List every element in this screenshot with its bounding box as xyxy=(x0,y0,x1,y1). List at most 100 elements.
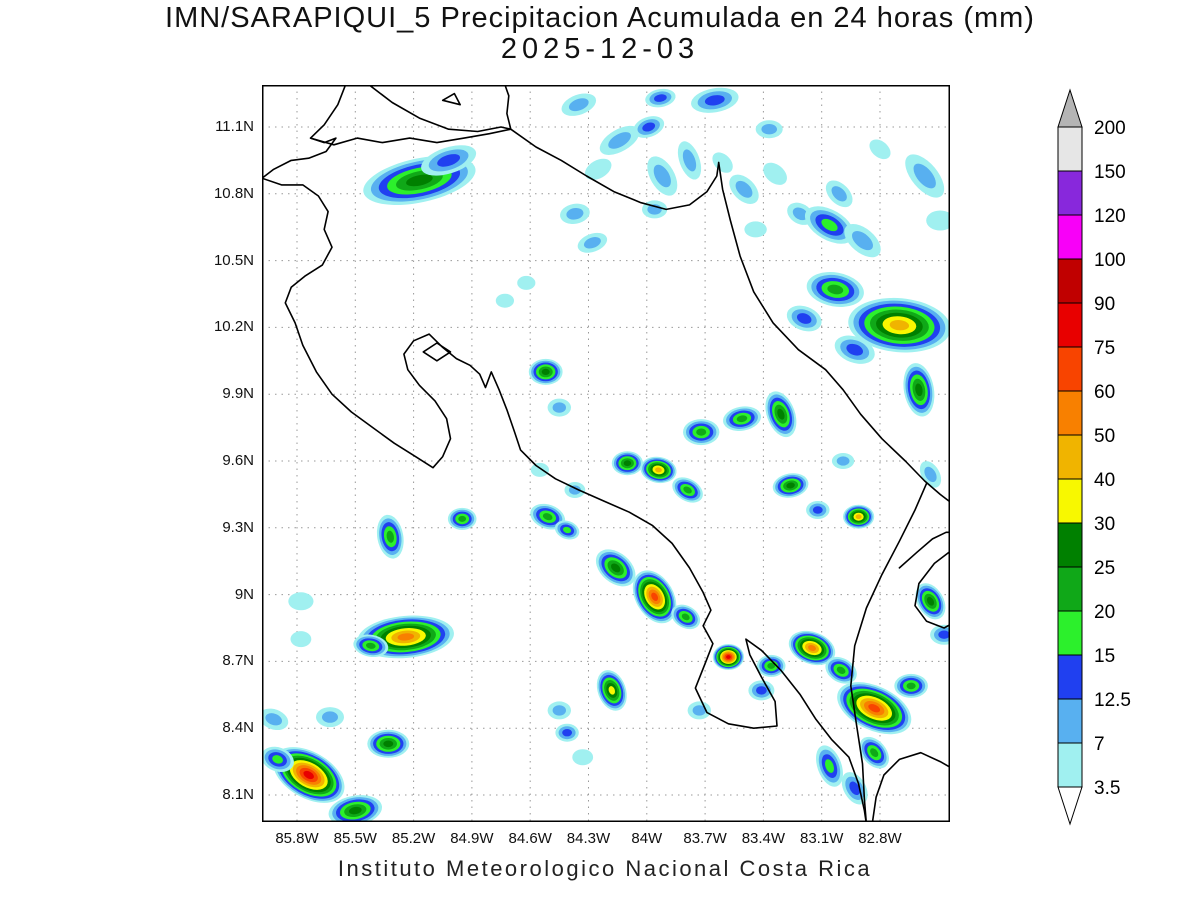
lon-tick-label: 83.4W xyxy=(741,830,786,847)
precip-cell xyxy=(288,592,314,611)
colorbar-label: 15 xyxy=(1094,646,1115,667)
precip-cell xyxy=(905,154,945,198)
precip-cell xyxy=(561,93,597,116)
colorbar-label: 25 xyxy=(1094,558,1115,579)
precip-cell xyxy=(367,729,410,758)
precip-cell xyxy=(599,125,640,155)
precip-cell xyxy=(915,583,946,620)
precip-cell xyxy=(691,87,739,113)
precip-cell xyxy=(831,453,855,469)
colorbar-band xyxy=(1057,566,1083,612)
lat-tick-label: 9.3N xyxy=(222,518,254,536)
precip-cell xyxy=(763,162,787,185)
precip-cell xyxy=(547,398,571,417)
precip-cell xyxy=(262,708,289,731)
colorbar-label: 3.5 xyxy=(1094,778,1120,799)
precip-cell xyxy=(353,634,389,658)
colorbar-above-arrow xyxy=(1057,88,1083,128)
precip-cell xyxy=(316,707,344,728)
precip-cell xyxy=(772,473,809,498)
colorbar-label: 30 xyxy=(1094,514,1115,535)
chart-date: 2025-12-03 xyxy=(500,33,700,65)
precip-cell xyxy=(729,174,759,204)
precip-cell xyxy=(530,462,549,477)
precip-cell xyxy=(837,682,912,735)
precip-cell xyxy=(804,206,855,244)
lon-tick-label: 84.3W xyxy=(566,830,611,847)
precip-cell xyxy=(722,406,762,431)
lon-tick-label: 84.9W xyxy=(450,830,494,847)
precip-cell xyxy=(633,116,665,138)
precip-cell xyxy=(919,461,942,488)
precip-cell xyxy=(677,141,702,180)
lat-tick-label: 10.8N xyxy=(213,184,254,202)
precip-cell xyxy=(421,145,477,176)
colorbar-band xyxy=(1057,346,1083,392)
colorbar-band xyxy=(1057,302,1083,348)
colorbar-band xyxy=(1057,126,1083,172)
colorbar-band xyxy=(1057,258,1083,304)
precip-cell xyxy=(328,795,383,822)
lat-tick-label: 9.9N xyxy=(222,385,254,403)
precip-cell xyxy=(903,363,935,417)
lon-tick-label: 85.8W xyxy=(275,830,319,847)
precip-cell xyxy=(555,723,579,742)
colorbar-label: 50 xyxy=(1094,426,1115,447)
colorbar-band xyxy=(1057,478,1083,524)
colorbar-label: 200 xyxy=(1094,118,1126,139)
precip-cell xyxy=(755,120,783,139)
colorbar-label: 120 xyxy=(1094,206,1126,227)
precip-cell xyxy=(848,297,950,353)
lat-tick-label: 8.4N xyxy=(222,719,254,737)
precip-cell xyxy=(712,644,744,670)
chart-title: IMN/SARAPIQUI_5 Precipitacion Acumulada … xyxy=(165,2,1035,34)
precip-cell xyxy=(843,504,875,529)
lat-tick-label: 9N xyxy=(234,585,254,603)
precip-cell xyxy=(495,293,514,308)
precip-cell xyxy=(272,747,345,803)
precip-cell xyxy=(786,305,822,332)
lon-tick-label: 82.8W xyxy=(858,830,902,847)
colorbar-label: 40 xyxy=(1094,470,1115,491)
precip-cell xyxy=(447,507,477,530)
lon-tick-label: 85.2W xyxy=(391,830,436,847)
precip-cell xyxy=(806,501,830,519)
precip-cell xyxy=(672,477,703,503)
colorbar-band xyxy=(1057,434,1083,480)
colorbar-band xyxy=(1057,610,1083,656)
precip-cell xyxy=(262,746,294,773)
precip-cell xyxy=(640,456,677,484)
colorbar-label: 7 xyxy=(1094,734,1105,755)
colorbar-band xyxy=(1057,698,1083,744)
colorbar-legend: 200 150 120 100 90 75 60 50 40 30 25 20 15 12.5 7 3.5 xyxy=(1057,88,1131,826)
colorbar-label: 75 xyxy=(1094,338,1115,359)
colorbar-below-arrow xyxy=(1057,786,1083,826)
precip-cell xyxy=(806,272,864,307)
precip-cell xyxy=(632,570,677,624)
precip-cell xyxy=(572,749,594,766)
colorbar-band xyxy=(1057,522,1083,568)
plot-frame xyxy=(262,85,950,822)
coastline xyxy=(262,85,950,822)
colorbar-band xyxy=(1057,742,1083,788)
precip-cell xyxy=(530,503,566,530)
precip-cell xyxy=(756,654,786,677)
colorbar-band xyxy=(1057,654,1083,700)
precipitation-cells xyxy=(262,87,950,822)
precip-cell xyxy=(788,630,836,666)
precip-cell xyxy=(647,156,678,196)
precip-cell xyxy=(290,631,312,648)
precip-cell xyxy=(584,158,612,180)
precip-cell xyxy=(517,275,536,290)
colorbar-label: 150 xyxy=(1094,162,1126,183)
precip-cell xyxy=(671,604,701,630)
precip-cell xyxy=(596,670,627,711)
precip-cell xyxy=(528,358,563,385)
lat-tick-label: 9.6N xyxy=(222,452,254,469)
precip-cell xyxy=(577,232,608,253)
precip-cell xyxy=(894,673,928,698)
lat-tick-label: 8.1N xyxy=(222,786,254,803)
lat-tick-label: 8.7N xyxy=(222,652,254,670)
colorbar-label: 12.5 xyxy=(1094,690,1131,711)
